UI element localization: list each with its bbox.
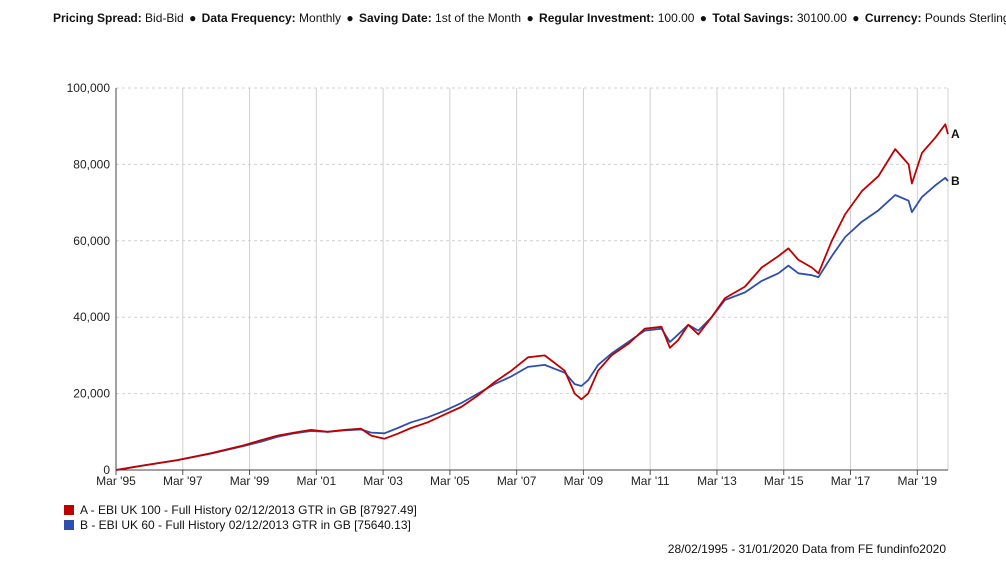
param-value: Monthly — [299, 11, 342, 25]
separator-dot: ● — [526, 11, 534, 25]
chart-parameters-header: Pricing Spread: Bid-Bid ● Data Frequency… — [53, 11, 1006, 25]
x-tick-label: Mar '09 — [564, 474, 604, 488]
series-end-label-b: B — [951, 174, 960, 188]
separator-dot: ● — [699, 11, 708, 25]
y-tick-label: 20,000 — [73, 387, 110, 401]
legend-label-b: B - EBI UK 60 - Full History 02/12/2013 … — [80, 517, 411, 532]
separator-dot: ● — [346, 11, 354, 25]
y-tick-label: 100,000 — [67, 81, 111, 95]
x-tick-label: Mar '97 — [163, 474, 203, 488]
series-line-a — [115, 123, 949, 471]
y-tick-label: 0 — [103, 463, 110, 477]
param-value: Bid-Bid — [145, 11, 184, 25]
param-key: Pricing Spread: — [53, 11, 142, 25]
param-value: 30100.00 — [796, 11, 847, 25]
line-chart: 0 20,000 40,000 60,000 80,000 100,000 Mar '95 M… — [67, 81, 960, 488]
param-key: Data Frequency: — [201, 11, 296, 25]
param-value: 100.00 — [657, 11, 695, 25]
param-key: Total Savings: — [712, 11, 794, 25]
x-tick-label: Mar '15 — [764, 474, 804, 488]
param-key: Currency: — [864, 11, 922, 25]
separator-dot: ● — [852, 11, 860, 25]
x-tick-label: Mar '11 — [631, 474, 670, 488]
separator-dot: ● — [189, 11, 197, 25]
y-tick-label: 60,000 — [73, 234, 110, 248]
x-tick-label: Mar '03 — [363, 474, 403, 488]
plot-area — [116, 88, 948, 470]
y-tick-label: 40,000 — [73, 310, 110, 324]
legend-swatch-a — [64, 504, 74, 515]
chart-legend: A - EBI UK 100 - Full History 02/12/2013… — [64, 502, 417, 532]
param-key: Saving Date: — [359, 11, 432, 25]
x-tick-label: Mar '01 — [297, 474, 337, 488]
y-tick-label: 80,000 — [73, 157, 110, 171]
x-tick-label: Mar '07 — [497, 474, 537, 488]
x-tick-label: Mar '13 — [697, 474, 737, 488]
legend-swatch-b — [64, 519, 74, 530]
legend-item-a[interactable]: A - EBI UK 100 - Full History 02/12/2013… — [64, 502, 417, 517]
x-tick-label: Mar '17 — [831, 474, 871, 488]
data-source-footer: 28/02/1995 - 31/01/2020 Data from FE fun… — [667, 542, 946, 556]
x-tick-label: Mar '99 — [230, 474, 270, 488]
x-tick-label: Mar '19 — [897, 474, 937, 488]
legend-item-b[interactable]: B - EBI UK 60 - Full History 02/12/2013 … — [64, 517, 417, 532]
series-end-label-a: A — [951, 127, 960, 141]
param-value: 1st of the Month — [435, 11, 522, 25]
x-tick-label: Mar '95 — [96, 474, 136, 488]
param-value: Pounds Sterling — [924, 11, 1006, 25]
legend-label-a: A - EBI UK 100 - Full History 02/12/2013… — [80, 502, 417, 517]
x-tick-label: Mar '05 — [430, 474, 470, 488]
param-key: Regular Investment: — [539, 11, 655, 25]
